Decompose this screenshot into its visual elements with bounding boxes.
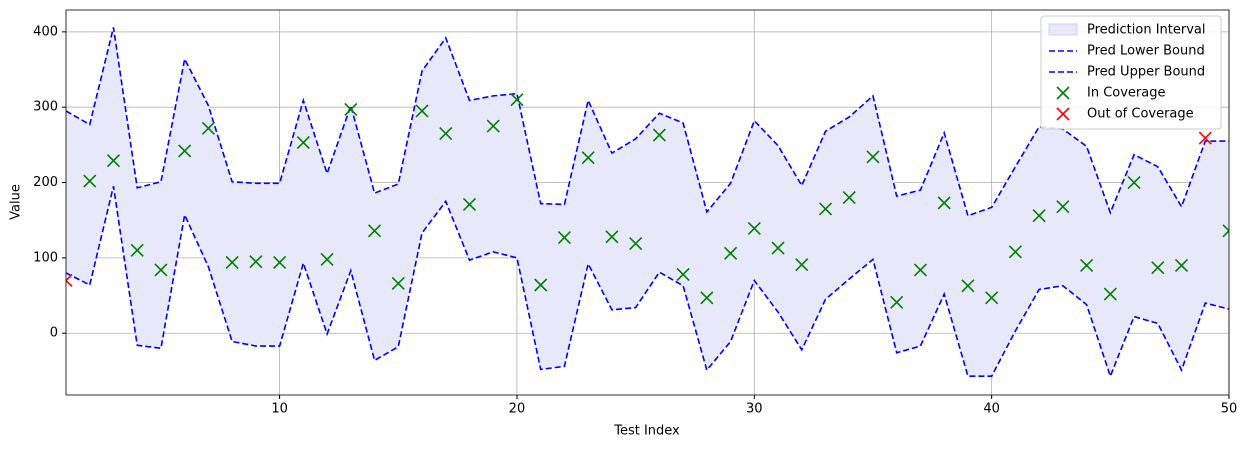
x-marker bbox=[629, 236, 643, 251]
x-marker bbox=[486, 119, 500, 133]
legend-label: Pred Lower Bound bbox=[1087, 44, 1205, 59]
x-marker bbox=[344, 102, 358, 117]
x-marker bbox=[1008, 245, 1022, 259]
x-marker bbox=[724, 246, 738, 260]
x-tick-label: 20 bbox=[509, 402, 526, 417]
x-marker bbox=[1103, 287, 1117, 301]
bound-line bbox=[66, 186, 1229, 379]
x-marker bbox=[130, 243, 144, 257]
x-marker bbox=[1080, 258, 1094, 272]
x-marker bbox=[605, 230, 619, 244]
x-marker bbox=[201, 121, 215, 135]
x-marker bbox=[771, 241, 785, 255]
legend-label: Out of Coverage bbox=[1087, 107, 1194, 122]
x-marker bbox=[652, 128, 666, 142]
x-marker bbox=[83, 174, 97, 188]
x-tick-label: 50 bbox=[1221, 402, 1238, 417]
x-tick-label: 10 bbox=[271, 402, 288, 417]
x-marker bbox=[581, 151, 595, 165]
legend-swatch bbox=[1056, 107, 1070, 121]
y-tick-label: 0 bbox=[50, 326, 58, 341]
x-marker bbox=[937, 196, 951, 210]
x-marker bbox=[106, 154, 121, 168]
legend-swatch bbox=[1048, 23, 1078, 36]
x-marker bbox=[1056, 200, 1070, 214]
x-marker bbox=[249, 255, 263, 269]
prediction-interval bbox=[66, 27, 1229, 377]
x-marker bbox=[296, 136, 310, 150]
x-marker bbox=[154, 263, 168, 277]
legend-label: Prediction Interval bbox=[1087, 23, 1206, 38]
x-tick-label: 30 bbox=[746, 402, 763, 417]
x-marker bbox=[415, 104, 429, 118]
x-marker bbox=[225, 255, 239, 269]
y-axis-label: Value bbox=[9, 184, 24, 220]
x-marker bbox=[534, 278, 548, 292]
legend-label: Pred Upper Bound bbox=[1087, 65, 1205, 80]
x-marker bbox=[510, 93, 524, 107]
x-marker bbox=[391, 276, 405, 291]
x-marker bbox=[178, 144, 192, 158]
x-marker bbox=[1032, 209, 1046, 223]
x-marker bbox=[985, 291, 999, 305]
x-tick-label: 40 bbox=[983, 402, 1000, 417]
x-marker bbox=[961, 279, 975, 293]
x-marker bbox=[795, 258, 809, 272]
x-marker bbox=[676, 267, 690, 282]
plot-area bbox=[66, 27, 1229, 379]
x-marker bbox=[913, 263, 928, 277]
x-marker bbox=[1222, 224, 1229, 238]
legend-box bbox=[1040, 15, 1222, 130]
x-axis-label: Test Index bbox=[613, 424, 680, 439]
x-marker bbox=[1174, 258, 1189, 272]
plot-frame bbox=[65, 9, 1230, 396]
y-tick-label: 300 bbox=[33, 100, 58, 115]
x-marker bbox=[273, 255, 287, 269]
legend-label: In Coverage bbox=[1087, 86, 1166, 101]
legend-swatch bbox=[1056, 86, 1070, 100]
x-marker bbox=[818, 202, 833, 216]
x-marker bbox=[557, 230, 571, 245]
x-marker bbox=[842, 191, 856, 205]
x-marker bbox=[1127, 175, 1141, 190]
x-marker bbox=[700, 291, 714, 305]
x-marker bbox=[1198, 131, 1212, 145]
x-marker bbox=[747, 221, 761, 236]
y-tick-label: 200 bbox=[33, 175, 58, 190]
x-marker bbox=[367, 224, 382, 238]
x-marker bbox=[320, 252, 334, 266]
x-marker bbox=[462, 197, 477, 211]
y-tick-label: 400 bbox=[33, 24, 58, 39]
x-marker bbox=[1151, 261, 1165, 275]
x-marker bbox=[866, 150, 880, 164]
x-marker bbox=[66, 273, 73, 288]
x-marker bbox=[439, 126, 453, 141]
y-tick-label: 100 bbox=[33, 250, 58, 265]
bound-line bbox=[66, 27, 1229, 217]
x-marker bbox=[890, 295, 904, 309]
